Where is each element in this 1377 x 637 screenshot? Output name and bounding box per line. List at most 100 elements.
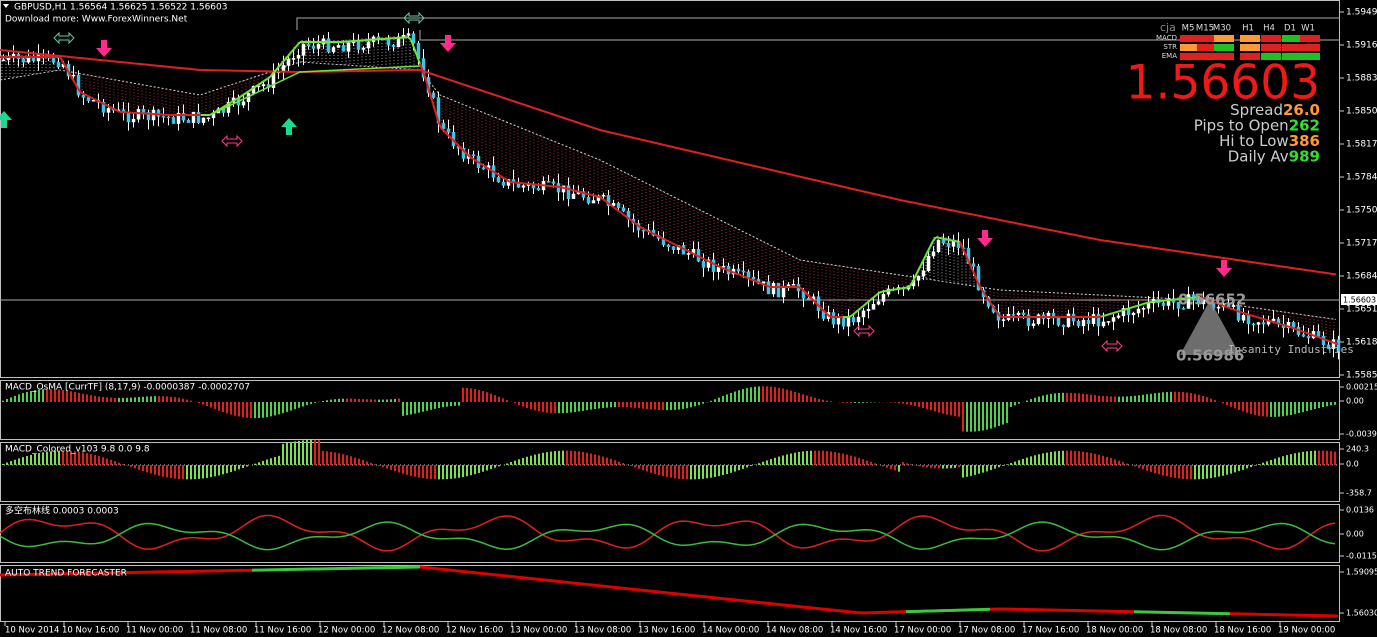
candle-body [536,187,541,191]
fast-ma [923,252,928,260]
time-label: 11 Nov 00:00 [126,626,183,636]
fast-ma [65,67,70,74]
panel-axis-label: -0.0115 [1346,552,1377,561]
trend-line [695,594,703,598]
candle-body [936,239,941,252]
fast-ma [1325,339,1330,342]
fast-ma [686,249,691,253]
signal-cell [1282,53,1302,60]
trend-line [719,596,727,601]
panel-axis-label: 1.56030 [1346,609,1377,618]
fast-ma [809,296,814,301]
main-panel-frame [0,0,1340,378]
candle-body [766,281,771,295]
fast-ma [236,96,241,100]
fast-ma [482,164,487,168]
fast-ma [665,239,670,243]
signal-row-label: EMA [1162,52,1177,60]
candle-body [581,191,586,198]
candle-body [106,108,111,113]
price-label: 1.58170 [1346,140,1377,150]
fast-ma [755,280,760,284]
time-label: 10 Nov 16:00 [62,626,119,636]
signal-cell [1282,44,1302,51]
candle-body [366,41,371,49]
price-label: 1.56510 [1346,305,1377,315]
candle-body [586,197,591,204]
level-line [419,30,1340,41]
fast-ma [1130,305,1135,309]
fast-ma [224,103,229,107]
fast-ma [569,188,574,192]
trend-line [725,597,733,602]
signal-cell [1282,35,1302,42]
fast-ma [974,275,979,283]
fast-ma [1127,306,1132,310]
candle-body [846,317,851,327]
fast-ma [980,287,985,294]
fast-ma [638,225,643,229]
fast-ma [677,245,682,249]
trend-line [755,600,763,605]
trend-line [665,591,673,595]
fast-ma [260,80,265,84]
neutral-arrow [53,31,75,45]
stat-line: Daily Av989 [1228,147,1320,165]
fast-ma [647,230,652,234]
fast-ma [1232,308,1237,312]
candle-body [591,200,596,204]
fast-ma [1124,307,1129,311]
signal-row-label: MACD [1156,34,1177,42]
fast-ma [626,216,631,221]
fast-ma [68,72,73,79]
candle-body [196,111,201,123]
fast-ma [1250,314,1255,318]
candle-body [181,112,186,121]
fast-ma [422,71,427,81]
fast-ma [674,243,679,247]
price-label: 1.57840 [1346,173,1377,183]
fast-ma [617,209,622,214]
fast-ma [971,268,976,277]
candle-body [296,55,301,59]
price-label: 1.59490 [1346,8,1377,18]
candle-body [1186,294,1191,309]
fast-ma [914,270,919,278]
time-label: 18 Nov 00:00 [1086,626,1143,636]
trend-line [833,608,841,613]
fast-ma [416,55,421,65]
fast-ma [287,51,292,57]
trend-line [419,565,427,570]
fast-ma [641,227,646,231]
fast-ma [239,94,244,98]
trend-line [515,575,523,580]
signal-cell [1240,44,1260,51]
candle-body [361,47,366,50]
fast-ma [725,268,730,272]
candle-body [1096,314,1101,327]
fast-ma [605,200,610,205]
candle-body [306,43,311,47]
fast-ma [290,48,295,54]
fast-ma [425,80,430,91]
trend-line [845,610,853,614]
fast-ma [1253,315,1258,319]
candle-body [81,94,86,98]
panel-axis-label: 0.0136 [1346,506,1374,515]
trend-line [653,589,661,594]
candle-body [1181,308,1186,310]
sell-arrow [977,230,993,247]
fast-ma [218,106,223,111]
fast-ma [83,93,88,97]
candle-body [326,38,331,53]
panel-frame [0,442,1340,502]
fast-ma [1100,314,1105,318]
fast-ma [863,302,868,307]
fast-ma [602,198,607,203]
fast-ma [410,39,415,49]
signal-row-label: STR [1163,43,1177,51]
time-label: 13 Nov 16:00 [638,626,695,636]
trend-line [623,586,631,591]
panel-title: MACD_Colored_v103 9.8 0.0 9.8 [5,445,150,455]
fast-ma [437,119,442,129]
